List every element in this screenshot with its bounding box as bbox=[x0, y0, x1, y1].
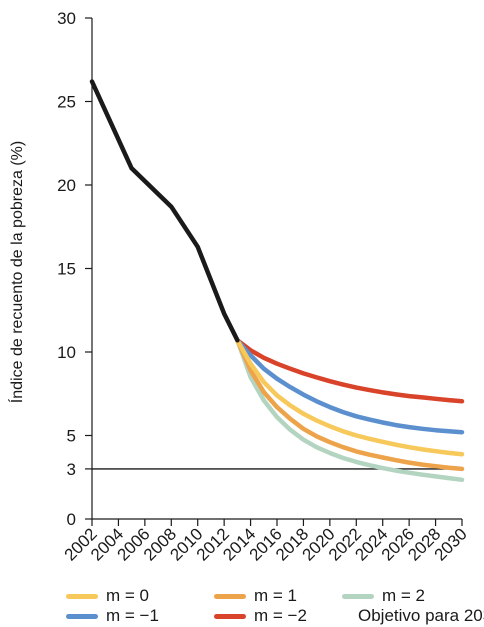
axes: 0351015202530200220042006200820102012201… bbox=[57, 9, 471, 565]
legend-item-target: Objetivo para 2030 bbox=[342, 606, 482, 626]
chart-svg: 0351015202530200220042006200820102012201… bbox=[0, 0, 484, 586]
legend-swatch-m-2 bbox=[214, 614, 246, 619]
legend-item-m0: m = 0 bbox=[66, 586, 214, 606]
series-layer bbox=[92, 82, 462, 480]
legend-label-m-1: m = −1 bbox=[106, 606, 159, 626]
y-tick-label: 25 bbox=[57, 93, 76, 112]
legend-label-target: Objetivo para 2030 bbox=[358, 606, 484, 626]
y-tick-label: 20 bbox=[57, 176, 76, 195]
y-tick-label: 3 bbox=[67, 460, 76, 479]
legend-swatch-m0 bbox=[66, 594, 98, 599]
legend-swatch-m-1 bbox=[66, 614, 98, 619]
y-tick-label: 15 bbox=[57, 260, 76, 279]
y-tick-label: 30 bbox=[57, 9, 76, 28]
y-tick-label: 0 bbox=[67, 510, 76, 529]
legend-item-m2: m = 2 bbox=[342, 586, 482, 606]
legend-swatch-m2 bbox=[342, 594, 374, 599]
legend: m = 0 m = 1 m = 2 m = −1 m = −2 Objetivo… bbox=[66, 586, 482, 626]
legend-swatch-m1 bbox=[214, 594, 246, 599]
y-axis-label: Índice de recuento de la pobreza (%) bbox=[7, 141, 26, 403]
y-tick-label: 10 bbox=[57, 343, 76, 362]
legend-item-m1: m = 1 bbox=[214, 586, 342, 606]
legend-label-m0: m = 0 bbox=[106, 586, 149, 606]
legend-label-m-2: m = −2 bbox=[254, 606, 307, 626]
legend-label-m2: m = 2 bbox=[382, 586, 425, 606]
legend-label-m1: m = 1 bbox=[254, 586, 297, 606]
legend-item-m-1: m = −1 bbox=[66, 606, 214, 626]
y-tick-label: 5 bbox=[67, 427, 76, 446]
legend-item-m-2: m = −2 bbox=[214, 606, 342, 626]
series-line-historical bbox=[92, 82, 237, 341]
